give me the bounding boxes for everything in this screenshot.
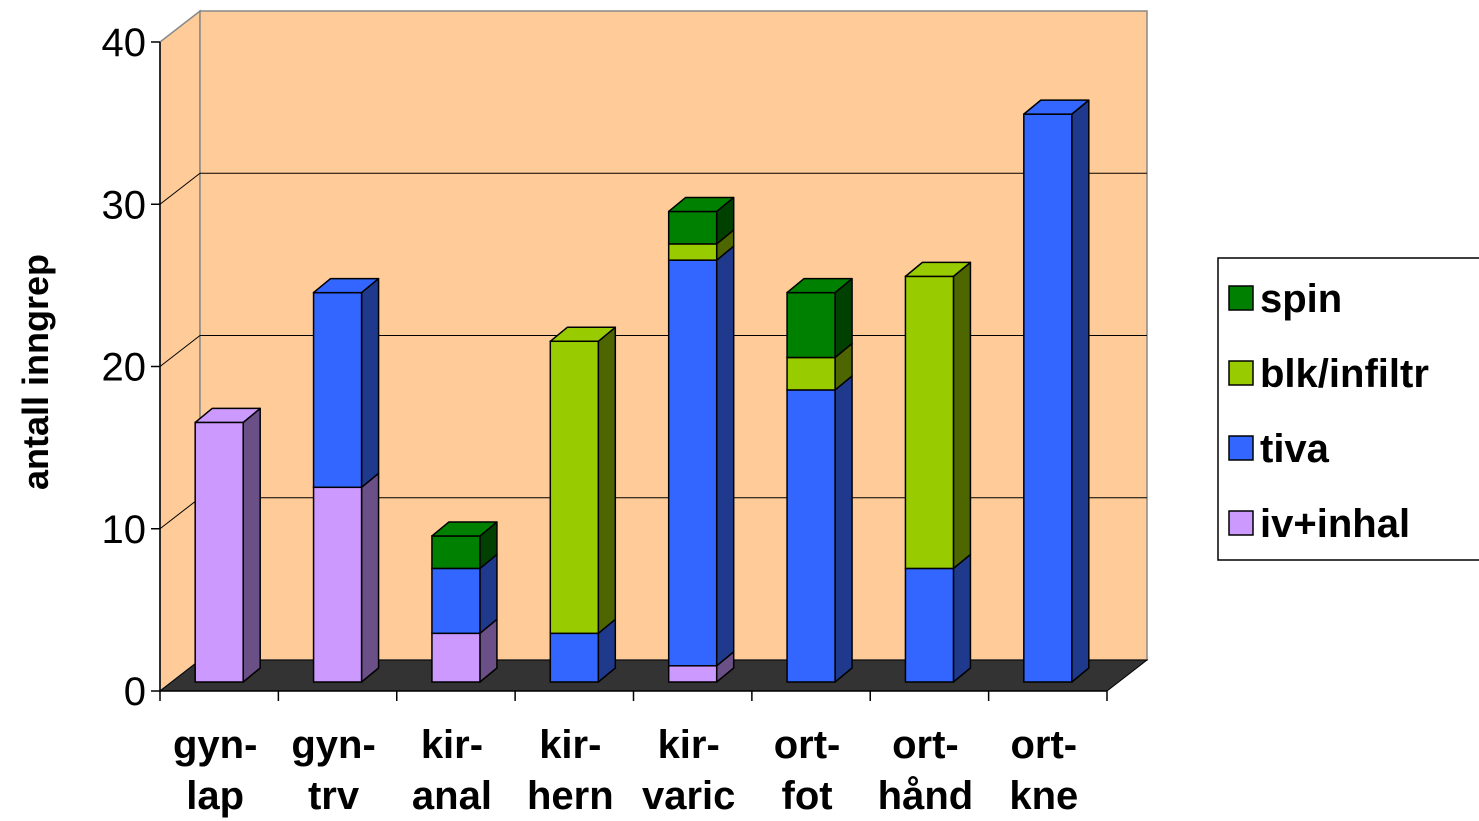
x-category-label: gyn- xyxy=(173,723,257,767)
bar-segment xyxy=(667,259,718,667)
legend-label: spin xyxy=(1260,277,1342,321)
bar-segment xyxy=(786,389,836,683)
y-tick-label: 20 xyxy=(102,346,147,390)
x-category-label: varic xyxy=(642,774,735,818)
bar-top xyxy=(549,326,617,343)
bar-segment xyxy=(1023,113,1073,683)
legend-label: tiva xyxy=(1260,427,1330,471)
y-tick-label: 40 xyxy=(102,21,147,65)
x-category-label: ort- xyxy=(1010,723,1077,767)
bar-top xyxy=(194,407,261,424)
bar-side xyxy=(1071,99,1090,683)
bar-segment xyxy=(667,665,718,683)
y-axis-title: antall inngrep xyxy=(15,254,56,490)
legend-swatch xyxy=(1228,285,1254,311)
bar-side xyxy=(360,472,380,683)
bar-segment xyxy=(431,567,481,635)
bar-segment xyxy=(667,210,718,245)
bar-segment xyxy=(194,421,244,683)
bar-segment xyxy=(667,243,718,261)
legend-swatch xyxy=(1228,510,1254,536)
x-category-label: hånd xyxy=(878,774,974,818)
bar-segment xyxy=(549,632,600,683)
x-category-label: lap xyxy=(186,774,244,818)
x-category-label: fot xyxy=(782,774,833,818)
x-category-label: kir- xyxy=(421,723,483,767)
bar-top xyxy=(312,277,380,294)
legend-swatch xyxy=(1228,435,1254,461)
gridline-side xyxy=(159,497,201,530)
x-axis: gyn-lapgyn-trvkir-analkir-hernkir-varico… xyxy=(159,690,1108,818)
chart-walls xyxy=(158,9,1149,693)
bar-top xyxy=(904,261,972,278)
legend-label: blk/infiltr xyxy=(1260,352,1429,396)
legend-box xyxy=(1217,257,1479,561)
x-category-label: kir- xyxy=(539,723,601,767)
x-category-label: ort- xyxy=(892,723,959,767)
x-category-label: anal xyxy=(412,774,492,818)
bar-side xyxy=(715,245,735,667)
gridline-side xyxy=(159,172,201,205)
bar-top xyxy=(431,521,498,537)
bar-side xyxy=(360,277,380,489)
y-tick-label: 10 xyxy=(102,508,147,552)
bar-segment xyxy=(431,535,481,570)
bar-top xyxy=(786,277,853,294)
bar-segment xyxy=(431,632,481,683)
bars xyxy=(194,99,1090,683)
bar-segment xyxy=(549,340,600,635)
bar-segment xyxy=(312,291,363,489)
x-category-label: kir- xyxy=(658,723,720,767)
x-category-label: gyn- xyxy=(291,723,375,767)
bar-side xyxy=(952,553,972,683)
x-category-label: kne xyxy=(1009,774,1078,818)
x-category-label: trv xyxy=(308,774,360,818)
legend-label: iv+inhal xyxy=(1260,502,1410,546)
bar-top xyxy=(1023,99,1090,115)
bar-top xyxy=(667,196,735,213)
floor xyxy=(158,659,1149,692)
y-axis: 0 10 20 30 40 xyxy=(102,21,161,714)
bar-segment xyxy=(786,291,836,359)
legend-swatch xyxy=(1228,360,1254,386)
y-tick-label: 30 xyxy=(102,183,147,227)
gridline-side xyxy=(159,335,201,367)
bar-side xyxy=(952,261,972,570)
legend: spin blk/infiltr tiva iv+inhal xyxy=(1217,257,1479,561)
bar-segment xyxy=(904,275,955,570)
bar-segment xyxy=(904,567,955,683)
bar-segment xyxy=(786,356,836,391)
bar-side xyxy=(597,326,617,635)
bar-segment xyxy=(312,486,363,683)
x-category-label: ort- xyxy=(774,723,841,767)
x-category-label: hern xyxy=(527,774,614,818)
bar-side xyxy=(242,407,261,683)
y-tick-label: 0 xyxy=(124,670,146,714)
bar-side xyxy=(834,375,853,683)
